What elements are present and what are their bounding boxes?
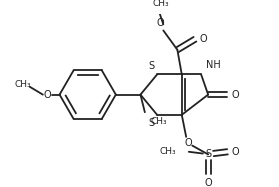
Text: S: S [149,118,155,128]
Text: CH₃: CH₃ [160,147,177,156]
Text: CH₃: CH₃ [14,80,31,89]
Text: O: O [232,90,239,100]
Text: CH₃: CH₃ [152,0,169,8]
Text: CH₃: CH₃ [151,117,168,125]
Text: O: O [204,177,212,187]
Text: O: O [232,147,239,157]
Text: O: O [184,138,192,148]
Text: S: S [205,149,211,159]
Text: S: S [149,62,155,71]
Text: O: O [157,18,165,27]
Text: O: O [44,90,51,100]
Text: O: O [199,34,207,44]
Text: NH: NH [206,60,220,70]
